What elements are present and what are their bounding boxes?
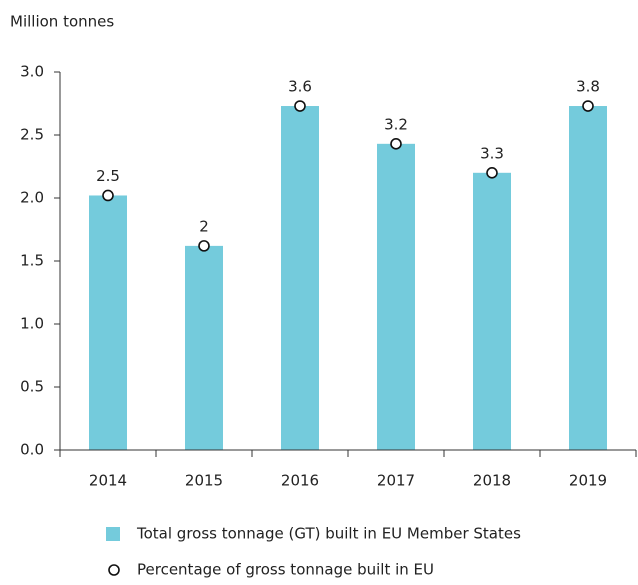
y-tick-label: 0.0 bbox=[20, 441, 44, 459]
x-tick-label: 2016 bbox=[281, 472, 319, 490]
data-label: 3.8 bbox=[576, 78, 600, 96]
percentage-marker bbox=[486, 167, 498, 179]
bar bbox=[569, 106, 607, 451]
legend-marker bbox=[108, 564, 120, 576]
y-tick-label: 0.5 bbox=[20, 378, 44, 396]
y-tick-label: 2.0 bbox=[20, 189, 44, 207]
percentage-marker bbox=[294, 100, 306, 112]
data-label: 3.6 bbox=[288, 78, 312, 96]
percentage-marker bbox=[390, 138, 402, 150]
y-axis-label: Million tonnes bbox=[10, 13, 114, 31]
y-tick-label: 1.5 bbox=[20, 252, 44, 270]
x-tick-label: 2015 bbox=[185, 472, 223, 490]
y-tick-label: 2.5 bbox=[20, 126, 44, 144]
y-tick-label: 1.0 bbox=[20, 315, 44, 333]
percentage-marker bbox=[102, 189, 114, 202]
data-label: 3.2 bbox=[384, 115, 408, 133]
bar bbox=[185, 245, 223, 450]
bar bbox=[281, 106, 319, 451]
data-label: 2.5 bbox=[96, 167, 120, 185]
percentage-marker bbox=[582, 100, 594, 112]
legend-label: Percentage of gross tonnage built in EU bbox=[137, 561, 434, 579]
legend-label: Total gross tonnage (GT) built in EU Mem… bbox=[136, 525, 521, 543]
percentage-marker bbox=[198, 240, 210, 252]
bar bbox=[89, 195, 127, 450]
legend-swatch bbox=[106, 527, 120, 541]
x-tick-label: 2017 bbox=[377, 472, 415, 490]
y-tick-label: 3.0 bbox=[20, 63, 44, 81]
x-tick-label: 2019 bbox=[569, 472, 607, 490]
bar bbox=[377, 143, 415, 450]
x-tick-label: 2014 bbox=[89, 472, 127, 490]
data-label: 3.3 bbox=[480, 144, 504, 162]
x-tick-label: 2018 bbox=[473, 472, 511, 490]
bar bbox=[473, 172, 511, 451]
data-label: 2 bbox=[199, 217, 209, 235]
